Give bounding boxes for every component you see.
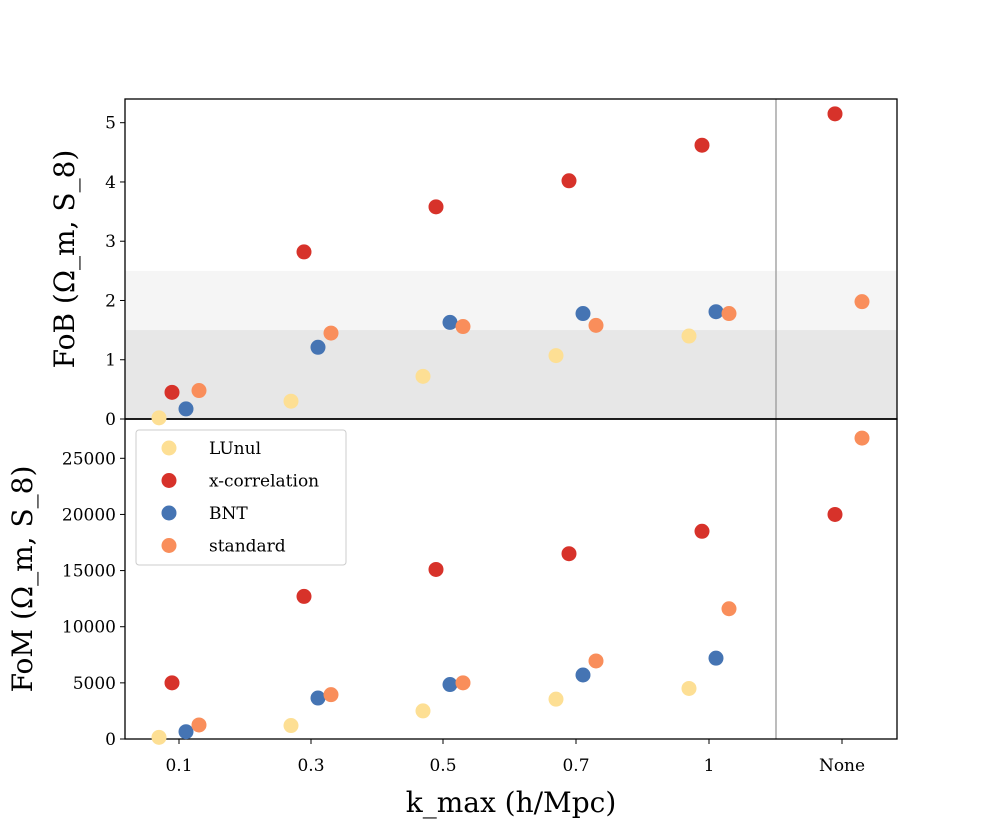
legend-label-x-correlation: x-correlation xyxy=(209,472,319,492)
xtick-label: None xyxy=(819,756,865,776)
fob-ylabel: FoB (Ω_m, S_8) xyxy=(48,150,81,369)
tick-marks: 0 1 2 3 4 5 0 5000 10000 15000 20000 25000 0.1 0.3 0.5… xyxy=(62,114,865,776)
fob-point-lunul xyxy=(548,348,564,364)
fom-point-standard xyxy=(455,675,471,691)
fob-ytick-label: 1 xyxy=(105,351,116,371)
data-points xyxy=(151,106,870,745)
axes: FoB (Ω_m, S_8) FoM (Ω_m, S_8) k_max (h/Mpc… xyxy=(6,98,898,819)
fob-point-lunul xyxy=(151,410,167,426)
fom-point-x-correlation xyxy=(561,546,577,562)
fob-point-standard xyxy=(323,325,339,341)
fom-point-lunul xyxy=(681,680,697,696)
fom-ytick-label: 15000 xyxy=(62,562,116,582)
fom-point-standard xyxy=(854,430,870,446)
fom-ytick-label: 0 xyxy=(105,730,116,750)
fob-point-x-correlation xyxy=(561,173,577,189)
fom-point-standard xyxy=(588,653,604,669)
fom-ytick-label: 25000 xyxy=(62,449,116,469)
xtick-label: 1 xyxy=(704,756,715,776)
fom-point-x-correlation xyxy=(296,588,312,604)
fob-point-standard xyxy=(455,319,471,335)
xtick-label: 0.7 xyxy=(562,756,589,776)
fom-point-bnt xyxy=(708,650,724,666)
fom-point-x-correlation xyxy=(694,523,710,539)
fob-ytick-label: 0 xyxy=(105,410,116,430)
fom-point-bnt xyxy=(442,677,458,693)
fob-point-lunul xyxy=(415,368,431,384)
fom-point-bnt xyxy=(575,667,591,683)
legend-label-bnt: BNT xyxy=(209,504,248,524)
fom-point-bnt xyxy=(310,690,326,706)
legend-marker-lunul xyxy=(161,440,177,456)
fom-point-x-correlation xyxy=(164,675,180,691)
fob-point-standard xyxy=(854,294,870,310)
fob-band-dark xyxy=(125,330,897,419)
fom-point-lunul xyxy=(151,729,167,745)
fom-ylabel: FoM (Ω_m, S_8) xyxy=(6,466,39,693)
fom-ytick-label: 10000 xyxy=(62,618,116,638)
legend-marker-x-correlation xyxy=(161,473,177,488)
fob-ytick-label: 3 xyxy=(105,232,116,252)
xtick-label: 0.1 xyxy=(165,756,192,776)
fob-point-x-correlation xyxy=(164,384,180,400)
fob-point-standard xyxy=(588,317,604,333)
fob-ytick-label: 5 xyxy=(105,114,116,134)
legend-label-standard: standard xyxy=(209,537,286,557)
fom-point-x-correlation xyxy=(827,506,843,522)
legend-box xyxy=(135,429,347,566)
fob-point-bnt xyxy=(708,304,724,320)
fom-ytick-label: 5000 xyxy=(73,674,116,694)
fom-ytick-label: 20000 xyxy=(62,505,116,525)
fob-point-standard xyxy=(721,306,737,322)
fob-ytick-label: 4 xyxy=(105,173,116,193)
legend-label-lunul: LUnul xyxy=(209,439,261,459)
fob-point-x-correlation xyxy=(694,137,710,153)
fob-point-bnt xyxy=(442,314,458,330)
fob-point-bnt xyxy=(178,401,194,417)
fom-point-bnt xyxy=(178,724,194,740)
legend-marker-standard xyxy=(161,538,177,553)
xtick-label: 0.5 xyxy=(429,756,456,776)
fob-ytick-label: 2 xyxy=(105,291,116,311)
shaded-bands xyxy=(125,270,897,419)
fom-point-standard xyxy=(191,717,207,733)
fob-point-x-correlation xyxy=(827,106,843,122)
xlabel: k_max (h/Mpc) xyxy=(406,786,617,819)
fom-point-x-correlation xyxy=(428,561,444,577)
fom-point-standard xyxy=(721,601,737,617)
fob-point-bnt xyxy=(575,306,591,322)
legend: LUnul x-correlation BNT standard xyxy=(135,429,347,566)
fom-point-lunul xyxy=(548,691,564,707)
fob-point-lunul xyxy=(283,393,299,409)
fob-point-x-correlation xyxy=(296,244,312,260)
fom-point-standard xyxy=(323,687,339,703)
fob-point-lunul xyxy=(681,328,697,344)
fom-point-lunul xyxy=(415,703,431,719)
legend-marker-bnt xyxy=(161,505,177,521)
fob-point-standard xyxy=(191,383,207,399)
fob-point-x-correlation xyxy=(428,199,444,215)
fom-point-lunul xyxy=(283,718,299,734)
xtick-label: 0.3 xyxy=(297,756,324,776)
fob-point-bnt xyxy=(310,339,326,355)
